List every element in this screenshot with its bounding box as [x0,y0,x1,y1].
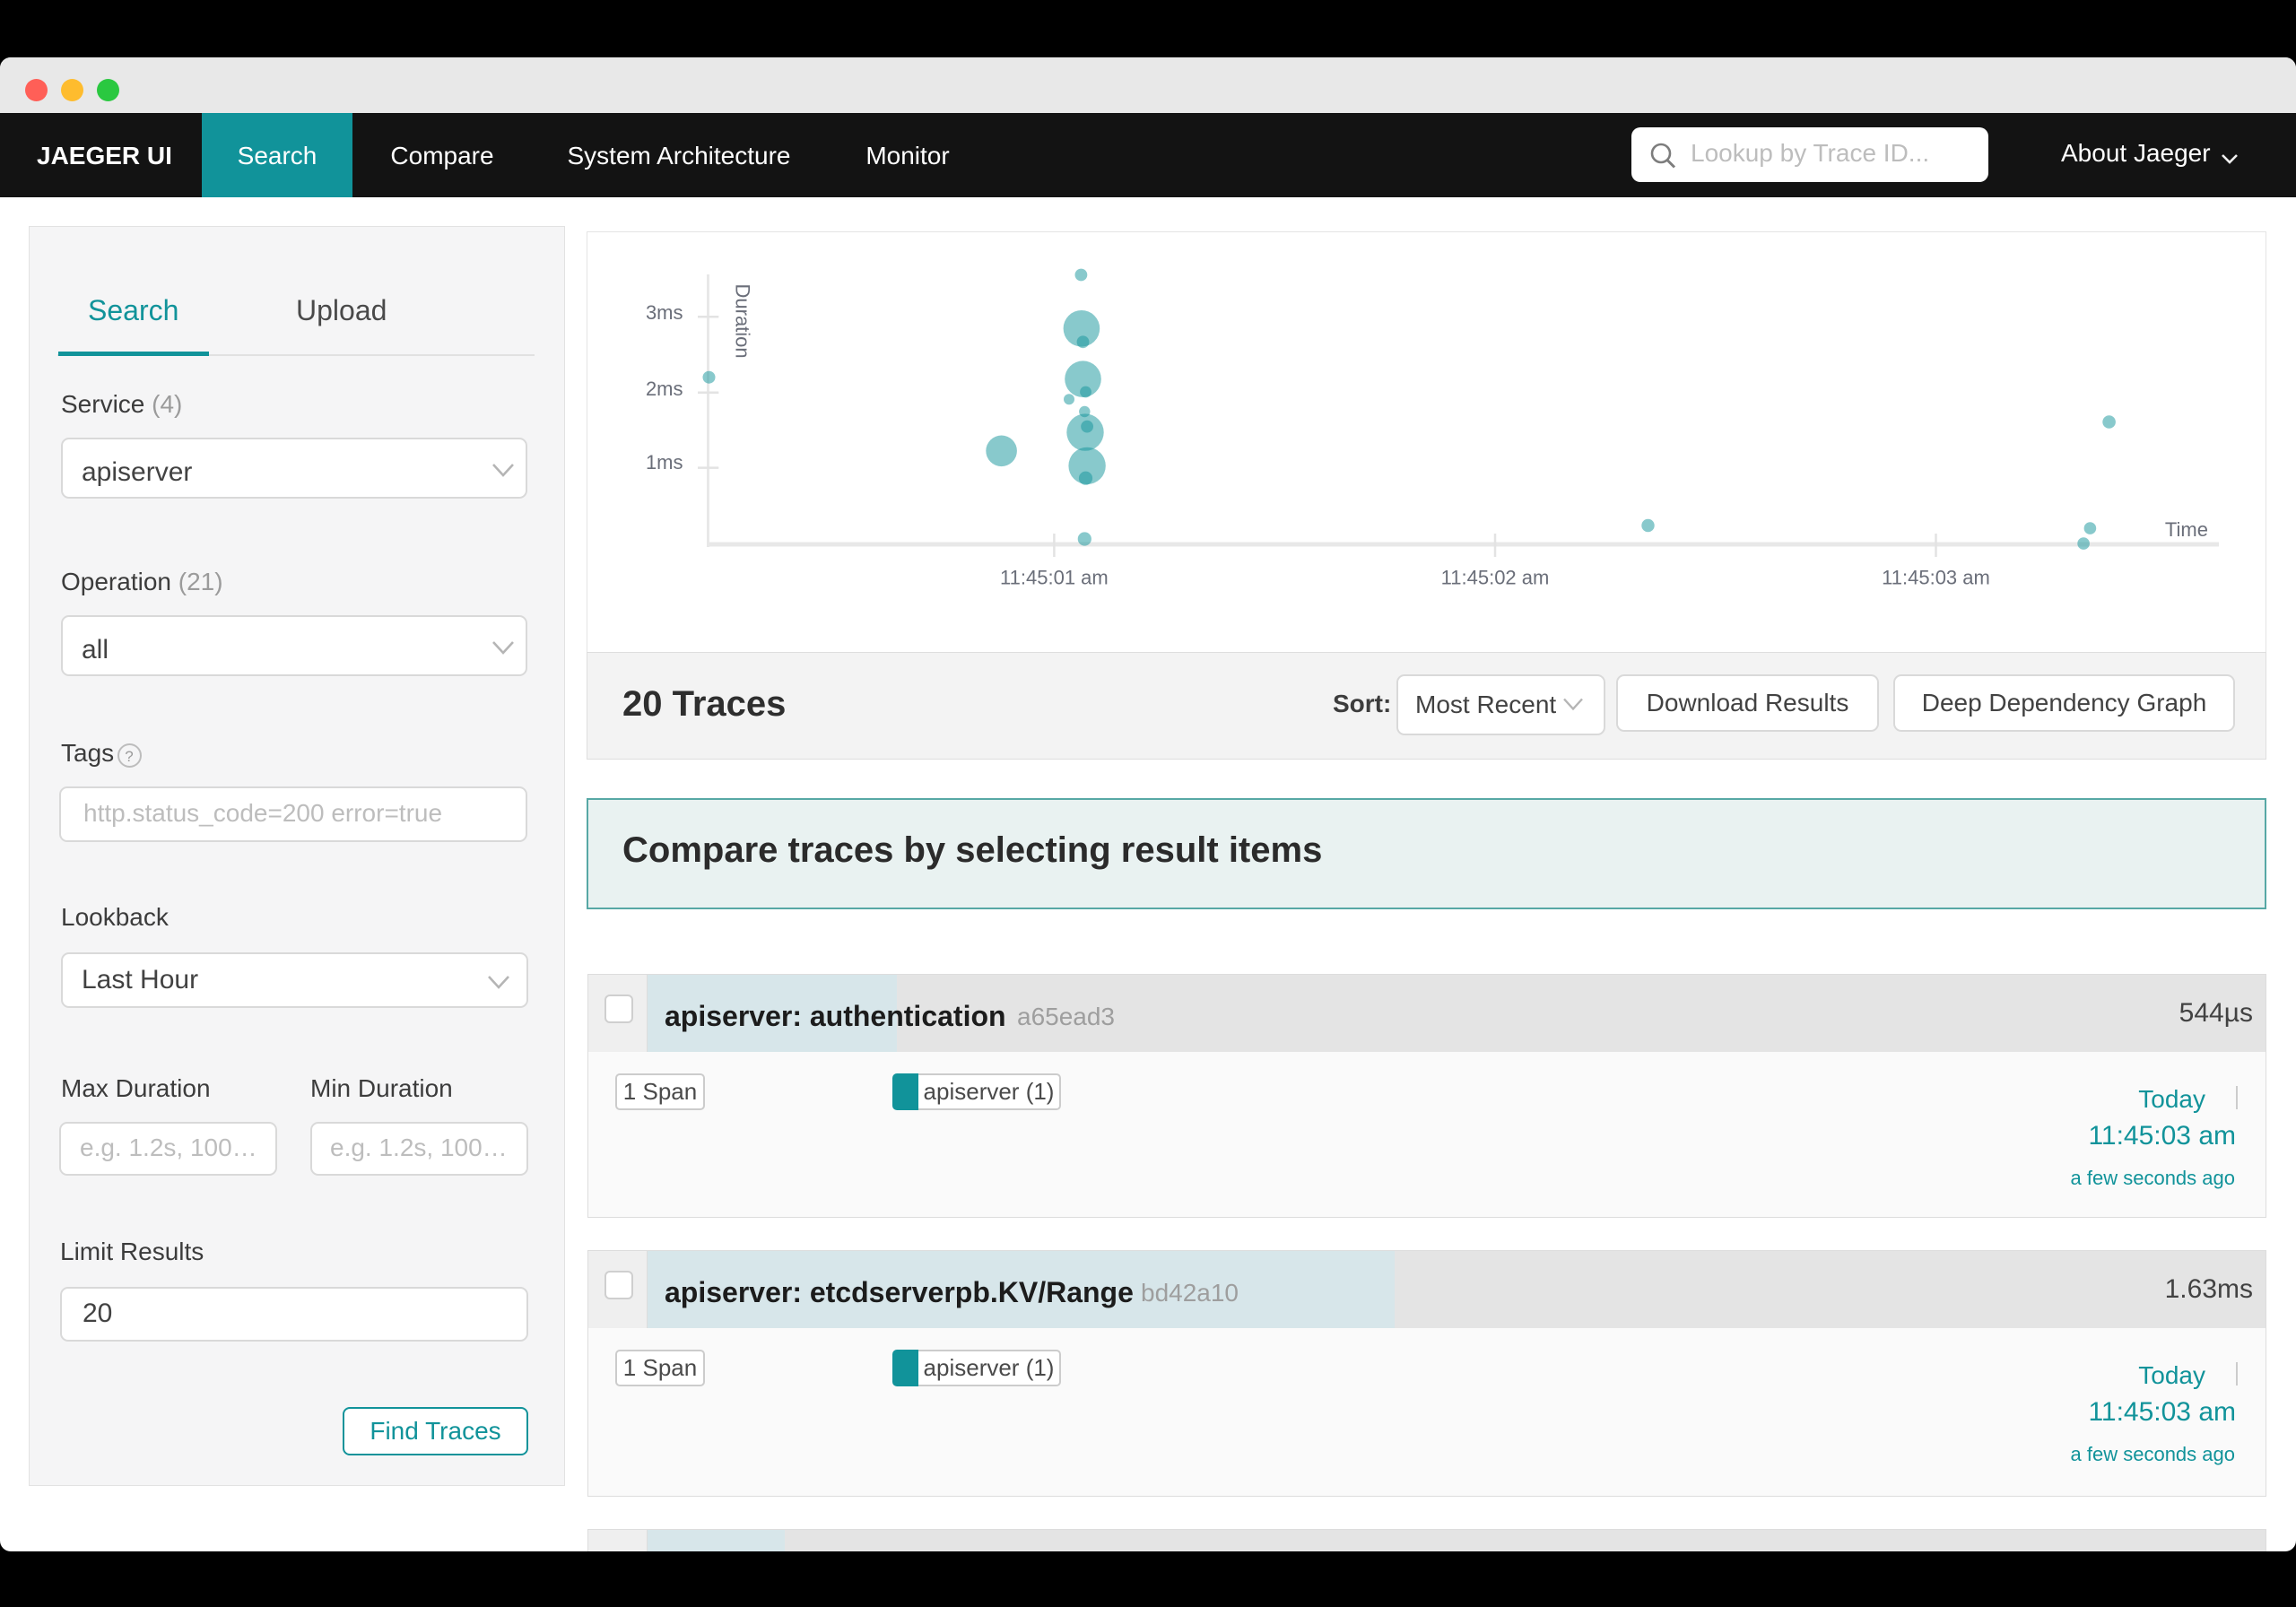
svg-text:1ms: 1ms [646,451,683,473]
svg-text:Time: Time [2165,518,2208,541]
svg-text:Duration: Duration [732,284,754,359]
svg-text:3ms: 3ms [646,301,683,324]
svg-text:11:45:03 am: 11:45:03 am [1882,567,1990,589]
svg-text:2ms: 2ms [646,378,683,400]
svg-text:11:45:02 am: 11:45:02 am [1441,567,1550,589]
svg-text:11:45:01 am: 11:45:01 am [1000,567,1109,589]
